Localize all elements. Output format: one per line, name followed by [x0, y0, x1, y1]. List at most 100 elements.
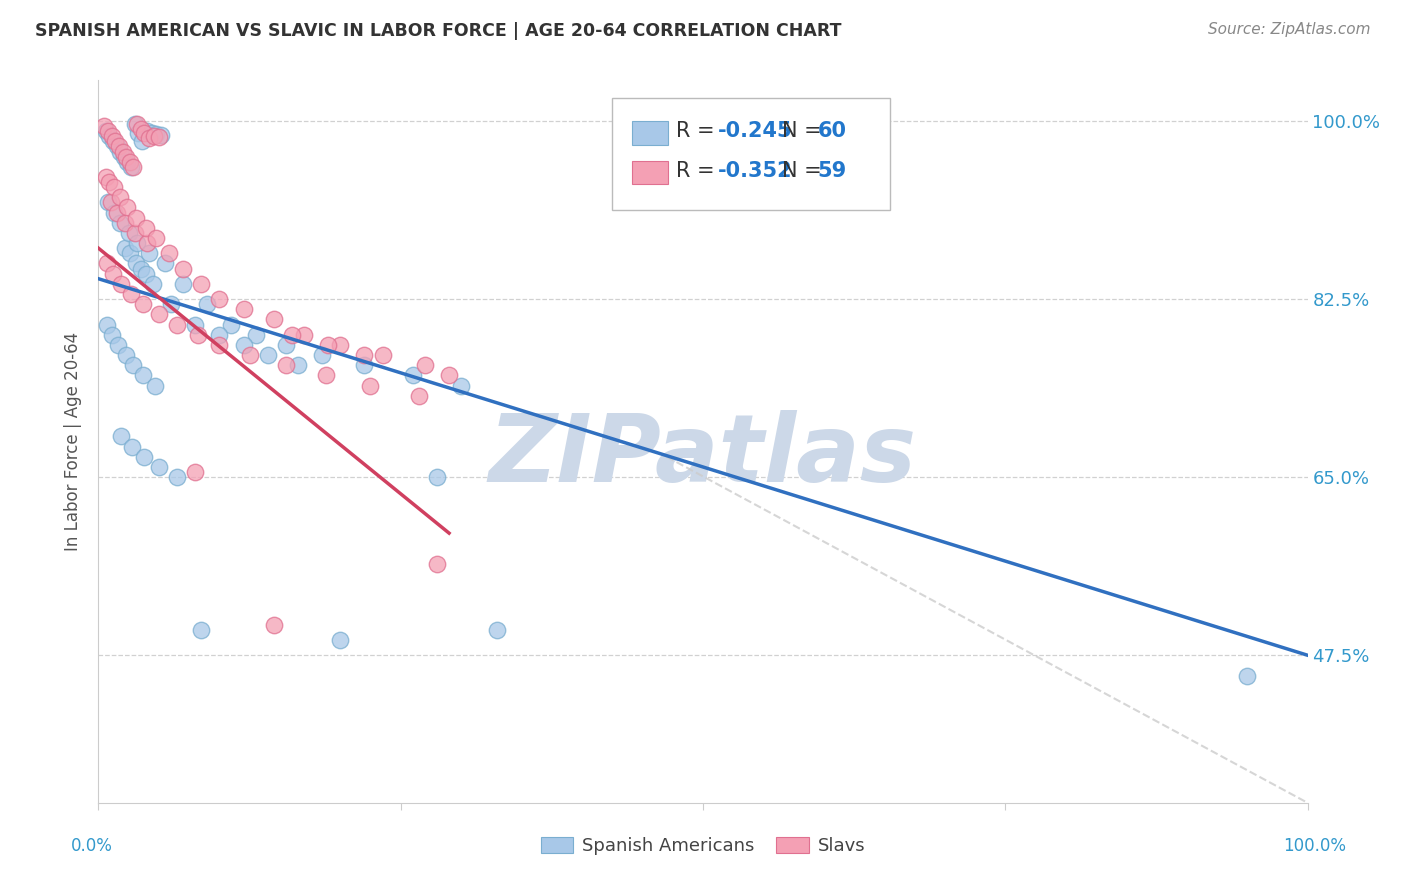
Point — [402, 368, 425, 383]
Point — [172, 261, 194, 276]
Point — [115, 150, 138, 164]
Point — [98, 175, 121, 189]
Text: -0.352: -0.352 — [717, 161, 792, 180]
Point — [129, 122, 152, 136]
Point — [124, 117, 146, 131]
Point — [101, 267, 124, 281]
Point — [131, 134, 153, 148]
Point — [94, 124, 117, 138]
Point — [150, 128, 173, 143]
Point — [114, 241, 136, 255]
Point — [111, 145, 134, 159]
Point — [117, 201, 139, 215]
Text: R =: R = — [676, 120, 721, 141]
Point — [486, 623, 509, 637]
Y-axis label: In Labor Force | Age 20-64: In Labor Force | Age 20-64 — [65, 332, 83, 551]
Point — [115, 348, 138, 362]
Point — [105, 139, 128, 153]
Point — [120, 160, 142, 174]
Point — [145, 231, 167, 245]
Point — [148, 307, 170, 321]
Text: -0.245: -0.245 — [717, 120, 792, 141]
Point — [127, 117, 149, 131]
FancyBboxPatch shape — [631, 121, 668, 145]
Point — [256, 348, 278, 362]
Point — [100, 195, 122, 210]
Point — [142, 277, 165, 291]
Point — [426, 557, 449, 571]
Point — [100, 129, 122, 144]
Point — [263, 617, 285, 632]
Point — [103, 180, 125, 194]
Point — [148, 130, 170, 145]
Point — [110, 429, 132, 443]
Point — [134, 450, 156, 464]
Point — [184, 318, 207, 332]
Point — [274, 338, 297, 352]
Point — [132, 368, 155, 383]
Point — [184, 465, 207, 479]
Point — [311, 348, 333, 362]
Point — [281, 327, 304, 342]
Point — [118, 246, 141, 260]
Point — [413, 358, 436, 372]
Point — [127, 236, 149, 251]
Point — [118, 154, 141, 169]
Point — [98, 129, 121, 144]
Point — [100, 327, 122, 342]
Point — [96, 318, 118, 332]
Point — [187, 327, 209, 342]
Point — [274, 358, 297, 372]
Point — [94, 169, 117, 184]
Text: 100.0%: 100.0% — [1284, 837, 1346, 855]
Point — [239, 348, 262, 362]
Point — [232, 302, 254, 317]
Point — [132, 297, 155, 311]
Point — [172, 277, 194, 291]
Point — [160, 297, 183, 311]
Point — [107, 338, 129, 352]
Point — [124, 226, 146, 240]
Point — [316, 338, 339, 352]
Point — [125, 211, 148, 225]
Point — [138, 131, 160, 145]
Point — [221, 318, 243, 332]
Point — [329, 338, 352, 352]
Text: SPANISH AMERICAN VS SLAVIC IN LABOR FORCE | AGE 20-64 CORRELATION CHART: SPANISH AMERICAN VS SLAVIC IN LABOR FORC… — [35, 22, 842, 40]
Point — [127, 126, 149, 140]
Point — [96, 256, 118, 270]
Point — [101, 134, 124, 148]
Text: 60: 60 — [818, 120, 846, 141]
Point — [450, 378, 472, 392]
Point — [426, 470, 449, 484]
Point — [208, 327, 231, 342]
Point — [153, 256, 176, 270]
Text: R =: R = — [676, 161, 721, 180]
Point — [371, 348, 394, 362]
Point — [190, 623, 212, 637]
Point — [122, 160, 145, 174]
Legend: Spanish Americans, Slavs: Spanish Americans, Slavs — [533, 830, 873, 863]
Text: N =: N = — [782, 120, 828, 141]
Point — [1236, 668, 1258, 682]
Point — [120, 287, 142, 301]
FancyBboxPatch shape — [613, 98, 890, 211]
Point — [125, 256, 148, 270]
Point — [108, 139, 131, 153]
Point — [157, 246, 180, 260]
Point — [208, 338, 231, 352]
Point — [134, 126, 156, 140]
Point — [287, 358, 309, 372]
Point — [97, 124, 120, 138]
Point — [148, 460, 170, 475]
Point — [112, 150, 135, 164]
Point — [135, 236, 157, 251]
Point — [437, 368, 460, 383]
Point — [135, 220, 157, 235]
Text: ZIPatlas: ZIPatlas — [489, 410, 917, 502]
Point — [110, 277, 132, 291]
Point — [190, 277, 212, 291]
Point — [93, 119, 115, 133]
Text: Source: ZipAtlas.com: Source: ZipAtlas.com — [1208, 22, 1371, 37]
Point — [166, 470, 188, 484]
